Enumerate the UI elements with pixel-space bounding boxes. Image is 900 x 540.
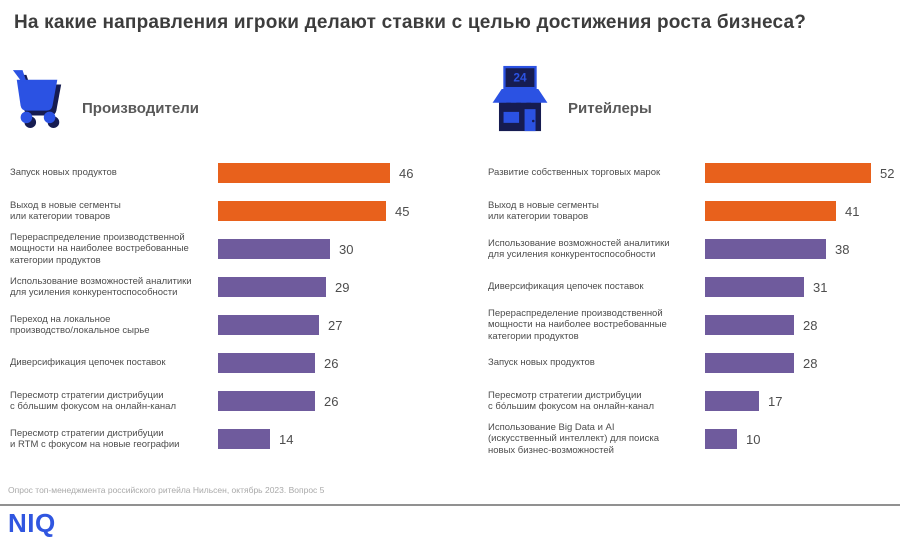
- bar: [705, 163, 871, 183]
- row-label: Выход в новые сегменты или категории тов…: [488, 199, 599, 223]
- bar: [218, 163, 390, 183]
- bar-value: 38: [835, 241, 850, 257]
- panel-title: Ритейлеры: [568, 99, 652, 117]
- bar-value: 28: [803, 317, 818, 333]
- row-label: Пересмотр стратегии дистрибуции с бо́льш…: [488, 389, 654, 413]
- bar-value: 41: [845, 203, 860, 219]
- bar-value: 14: [279, 431, 294, 447]
- bar-value: 27: [328, 317, 343, 333]
- bar-row: Запуск новых продуктов 28: [488, 344, 900, 382]
- bar-row: Выход в новые сегменты или категории тов…: [10, 192, 444, 230]
- source-note: Опрос топ-менеджмента российского ритейл…: [8, 485, 325, 495]
- row-label: Запуск новых продуктов: [488, 357, 595, 369]
- panel-header: 24 Ритейлеры: [488, 60, 900, 144]
- bar-rows: Развитие собственных торговых марок 52 В…: [488, 154, 900, 458]
- niq-logo: NIQ: [8, 508, 56, 538]
- bar-value: 46: [399, 165, 414, 181]
- page-title: На какие направления игроки делают ставк…: [14, 12, 807, 33]
- bar: [218, 239, 330, 259]
- shopping-cart-icon: [10, 67, 66, 138]
- bar-row: Пересмотр стратегии дистрибуции с бо́льш…: [488, 382, 900, 420]
- bar-row: Использование возможностей аналитики для…: [488, 230, 900, 268]
- panel-manufacturers: Производители Запуск новых продуктов 46 …: [10, 60, 444, 450]
- bar: [218, 201, 386, 221]
- row-label: Использование возможностей аналитики для…: [488, 237, 670, 261]
- panel-title: Производители: [82, 99, 199, 117]
- bar-row: Диверсификация цепочек поставок 26: [10, 344, 444, 382]
- bar-row: Запуск новых продуктов 46: [10, 154, 444, 192]
- bar-row: Перераспределение производственной мощно…: [10, 230, 444, 268]
- bar-value: 45: [395, 203, 410, 219]
- bar-row: Использование возможностей аналитики для…: [10, 268, 444, 306]
- bar-value: 17: [768, 393, 783, 409]
- row-label: Перераспределение производственной мощно…: [488, 307, 667, 342]
- bar: [705, 277, 804, 297]
- row-label: Диверсификация цепочек поставок: [488, 281, 644, 293]
- row-label: Развитие собственных торговых марок: [488, 167, 661, 179]
- bar-value: 10: [746, 431, 761, 447]
- bar-row: Пересмотр стратегии дистрибуции и RTM с …: [10, 420, 444, 458]
- bar: [705, 201, 836, 221]
- bar-value: 28: [803, 355, 818, 371]
- panel-retailers: 24 Ритейлеры Развитие собственных торгов…: [488, 60, 900, 456]
- bar-value: 26: [324, 393, 339, 409]
- footer-divider: [0, 504, 900, 506]
- bar-value: 29: [335, 279, 350, 295]
- row-label: Переход на локальное производство/локаль…: [10, 313, 150, 337]
- bar-value: 26: [324, 355, 339, 371]
- storefront-icon: 24: [488, 63, 552, 142]
- bar-row: Диверсификация цепочек поставок 31: [488, 268, 900, 306]
- bar: [218, 391, 315, 411]
- row-label: Выход в новые сегменты или категории тов…: [10, 199, 121, 223]
- row-label: Использование возможностей аналитики для…: [10, 275, 192, 299]
- bar-row: Выход в новые сегменты или категории тов…: [488, 192, 900, 230]
- panel-header: Производители: [10, 60, 444, 144]
- bar: [218, 353, 315, 373]
- row-label: Использование Big Data и AI (искусственн…: [488, 421, 660, 456]
- row-label: Пересмотр стратегии дистрибуции с бо́льш…: [10, 389, 176, 413]
- row-label: Запуск новых продуктов: [10, 167, 117, 179]
- bar-row: Использование Big Data и AI (искусственн…: [488, 420, 900, 458]
- bar-rows: Запуск новых продуктов 46 Выход в новые …: [10, 154, 444, 458]
- bar: [705, 391, 759, 411]
- bar: [705, 239, 826, 259]
- bar: [705, 353, 794, 373]
- row-label: Пересмотр стратегии дистрибуции и RTM с …: [10, 427, 180, 451]
- bar: [218, 429, 270, 449]
- bar-value: 31: [813, 279, 828, 295]
- bar-row: Перераспределение производственной мощно…: [488, 306, 900, 344]
- bar-row: Переход на локальное производство/локаль…: [10, 306, 444, 344]
- bar: [218, 277, 326, 297]
- bar-value: 30: [339, 241, 354, 257]
- bar-value: 52: [880, 165, 895, 181]
- bar: [705, 315, 794, 335]
- bar-row: Пересмотр стратегии дистрибуции с бо́льш…: [10, 382, 444, 420]
- bar: [218, 315, 319, 335]
- bar: [705, 429, 737, 449]
- row-label: Перераспределение производственной мощно…: [10, 231, 189, 266]
- row-label: Диверсификация цепочек поставок: [10, 357, 166, 369]
- bar-row: Развитие собственных торговых марок 52: [488, 154, 900, 192]
- store-sign-text: 24: [513, 70, 527, 84]
